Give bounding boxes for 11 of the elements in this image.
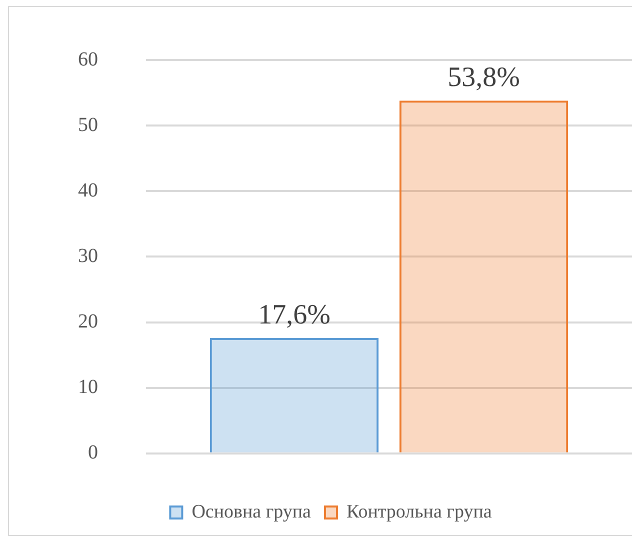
- y-tick-label: 10: [78, 376, 98, 398]
- y-tick-label: 40: [78, 179, 98, 202]
- legend-label: Контрольна група: [346, 501, 492, 522]
- y-tick-label: 60: [78, 48, 98, 70]
- y-tick-label: 20: [78, 310, 98, 333]
- data-label: 53,8%: [448, 62, 520, 94]
- y-tick-label: 0: [88, 442, 98, 464]
- data-label: 17,6%: [258, 299, 330, 330]
- legend-label: Основна група: [192, 501, 312, 522]
- y-tick-label: 50: [78, 114, 98, 136]
- y-tick-label: 30: [78, 244, 98, 267]
